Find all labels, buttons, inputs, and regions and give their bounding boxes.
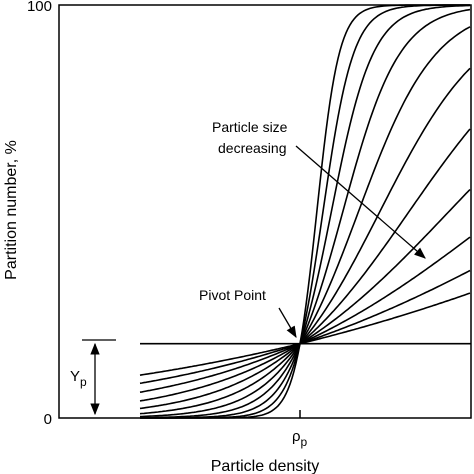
x-axis-title: Particle density bbox=[211, 458, 320, 474]
size-annotation-line2: decreasing bbox=[218, 140, 287, 156]
partition-curve-7 bbox=[139, 128, 471, 410]
size-arrow bbox=[295, 145, 426, 259]
partition-curve-2 bbox=[140, 4, 470, 419]
size-annotation-line1: Particle size bbox=[212, 119, 288, 135]
partition-curve-11 bbox=[139, 292, 471, 376]
pivot-point-label: Pivot Point bbox=[199, 287, 266, 303]
partition-curve-3 bbox=[140, 4, 471, 419]
y-axis-title: Partition number, % bbox=[3, 140, 20, 280]
partition-curve-5 bbox=[139, 26, 471, 418]
partition-curve-4 bbox=[140, 8, 471, 419]
yp-label: Yp bbox=[70, 368, 87, 389]
curve-group bbox=[139, 4, 471, 419]
plot-frame bbox=[58, 4, 472, 419]
pivot-arrow bbox=[278, 307, 297, 339]
x-tick-label: ρp bbox=[292, 428, 308, 449]
partition-curve-6 bbox=[139, 67, 471, 415]
partition-curve-1 bbox=[140, 4, 470, 419]
y-tick-label-top: 100 bbox=[27, 0, 52, 15]
y-tick-label-bottom: 0 bbox=[44, 411, 52, 428]
